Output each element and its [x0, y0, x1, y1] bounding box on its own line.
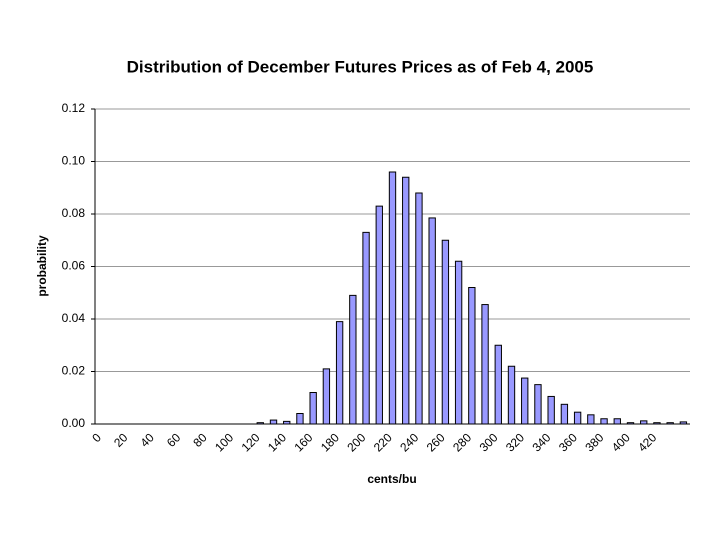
x-tick-label: 300: [477, 430, 501, 454]
bar: [666, 422, 674, 425]
x-tick-label: 360: [556, 430, 580, 454]
bar: [375, 205, 383, 425]
x-tick-label: 320: [503, 430, 527, 454]
x-tick-label: 240: [397, 430, 421, 454]
y-tick-label: 0.02: [62, 364, 86, 378]
y-tick-label: 0.00: [62, 416, 86, 430]
x-tick-label: 0: [89, 430, 104, 445]
bar: [613, 418, 621, 425]
bar: [547, 395, 555, 425]
chart-title: Distribution of December Futures Prices …: [127, 57, 594, 76]
bar: [507, 365, 516, 425]
bar: [335, 321, 344, 425]
y-tick-label: 0.06: [62, 259, 86, 273]
y-tick-label: 0.10: [62, 154, 86, 168]
y-tick-label: 0.12: [62, 101, 86, 115]
x-tick-label: 400: [609, 430, 633, 454]
x-tick-label: 180: [318, 430, 342, 454]
x-tick-label: 380: [582, 430, 606, 454]
bar: [653, 422, 661, 425]
bar: [283, 420, 291, 425]
bar: [494, 344, 502, 425]
bar: [468, 287, 476, 425]
bar: [428, 217, 436, 425]
x-tick-label: 20: [111, 430, 131, 450]
x-tick-label: 60: [164, 430, 184, 450]
y-tick-label: 0.08: [62, 206, 86, 220]
y-tick-label: 0.04: [62, 311, 86, 325]
bar: [573, 411, 582, 425]
x-tick-label: 40: [138, 430, 158, 450]
bar: [600, 418, 608, 425]
bar: [269, 419, 278, 425]
x-tick-label: 260: [424, 430, 448, 454]
bar: [309, 392, 317, 425]
x-tick-label: 120: [239, 430, 263, 454]
x-tick-label: 220: [371, 430, 395, 454]
bar: [256, 422, 264, 425]
bar: [362, 231, 370, 425]
bar: [402, 176, 410, 425]
bar: [415, 192, 423, 425]
x-tick-label: 200: [344, 430, 368, 454]
x-tick-label: 420: [635, 430, 659, 454]
bar: [441, 239, 450, 425]
bar: [481, 304, 489, 425]
bar: [322, 368, 331, 425]
bar: [388, 171, 397, 425]
x-tick-label: 340: [529, 430, 553, 454]
x-tick-label: 140: [265, 430, 289, 454]
y-axis-title: probability: [35, 235, 49, 297]
bar: [626, 422, 635, 425]
bar: [560, 403, 569, 425]
bar: [640, 420, 648, 425]
bar: [296, 413, 304, 425]
bar: [587, 414, 595, 425]
bar: [521, 377, 529, 425]
bar: [349, 294, 357, 425]
bar: [679, 421, 688, 425]
x-tick-label: 280: [450, 430, 474, 454]
x-tick-label: 80: [190, 430, 210, 450]
bar: [454, 260, 463, 425]
x-axis-title: cents/bu: [367, 472, 416, 486]
x-tick-label: 160: [291, 430, 315, 454]
x-tick-label: 100: [212, 430, 236, 454]
bar: [534, 384, 542, 425]
